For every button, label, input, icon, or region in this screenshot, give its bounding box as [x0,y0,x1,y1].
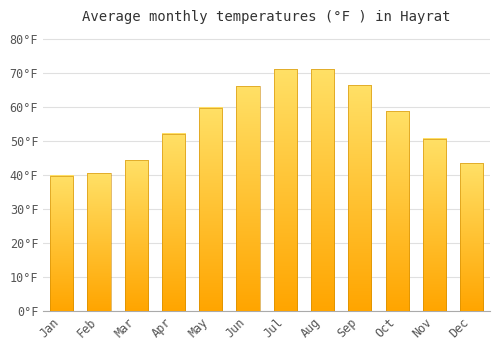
Bar [236,86,260,311]
Bar [274,70,297,311]
Bar [162,134,185,311]
Bar [88,173,110,311]
Bar [348,85,372,311]
Bar [460,163,483,311]
Bar [199,107,222,311]
Bar [50,175,74,311]
Bar [311,69,334,311]
Bar [124,160,148,311]
Bar [423,139,446,311]
Title: Average monthly temperatures (°F ) in Hayrat: Average monthly temperatures (°F ) in Ha… [82,10,451,24]
Bar [386,111,408,311]
